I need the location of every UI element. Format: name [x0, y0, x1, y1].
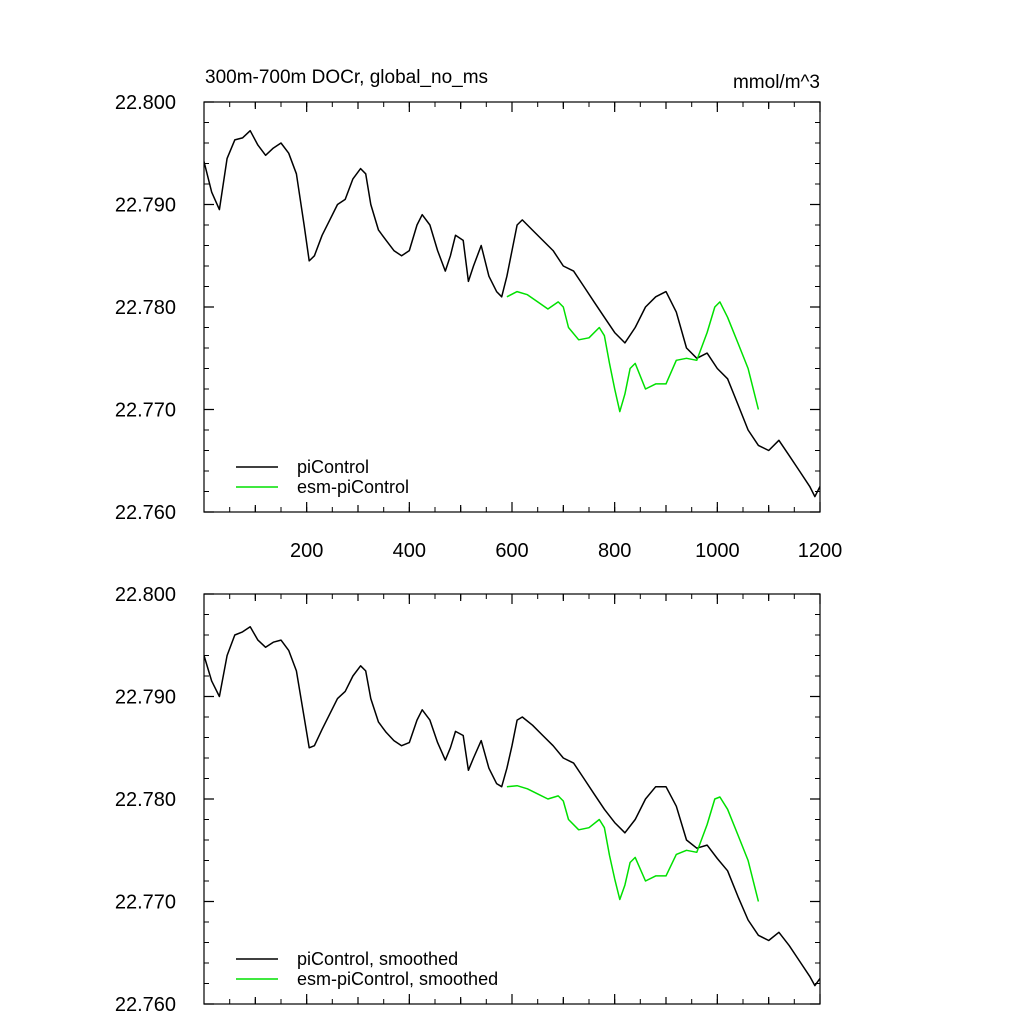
series-line-picontrol-smoothed	[204, 626, 820, 987]
minor-ticks	[204, 102, 820, 512]
series-line-esm-picontrol	[506, 290, 760, 413]
y-tick-label: 22.800	[115, 584, 176, 606]
units-label: mmol/m^3	[733, 72, 820, 93]
plot-frame	[203, 101, 821, 513]
y-tick-label: 22.800	[115, 92, 176, 114]
legend-label: piControl	[297, 457, 369, 477]
x-tick-label: 600	[495, 540, 528, 562]
chart-title: 300m-700m DOCr, global_no_ms	[205, 67, 488, 88]
y-tick-label: 22.790	[115, 687, 176, 709]
series-group	[204, 626, 820, 987]
series-line-picontrol	[204, 129, 820, 498]
minor-ticks	[204, 594, 820, 1004]
y-tick-label: 22.760	[115, 502, 176, 524]
y-tick-label: 22.780	[115, 789, 176, 811]
plot-frame	[203, 593, 821, 1005]
y-tick-label: 22.760	[115, 994, 176, 1016]
y-tick-label: 22.790	[115, 195, 176, 217]
y-tick-label: 22.770	[115, 892, 176, 914]
y-tick-label: 22.780	[115, 297, 176, 319]
legend-label: piControl, smoothed	[297, 949, 458, 969]
legend-label: esm-piControl	[297, 477, 409, 497]
x-tick-label: 800	[598, 540, 631, 562]
x-tick-label: 400	[393, 540, 426, 562]
bottom-panel: 22.800 22.790 22.780 22.770 22.760 piControl,…	[115, 584, 821, 1016]
x-tick-label: 200	[290, 540, 323, 562]
series-line-esm-picontrol-smoothed	[506, 784, 760, 902]
top-panel: 22.800 22.790 22.780 22.770 22.760 200 400 600 8…	[115, 92, 842, 562]
x-tick-label: 1200	[798, 540, 843, 562]
legend-label: esm-piControl, smoothed	[297, 969, 498, 989]
y-tick-label: 22.770	[115, 400, 176, 422]
series-group	[204, 129, 820, 498]
x-tick-label: 1000	[695, 540, 740, 562]
